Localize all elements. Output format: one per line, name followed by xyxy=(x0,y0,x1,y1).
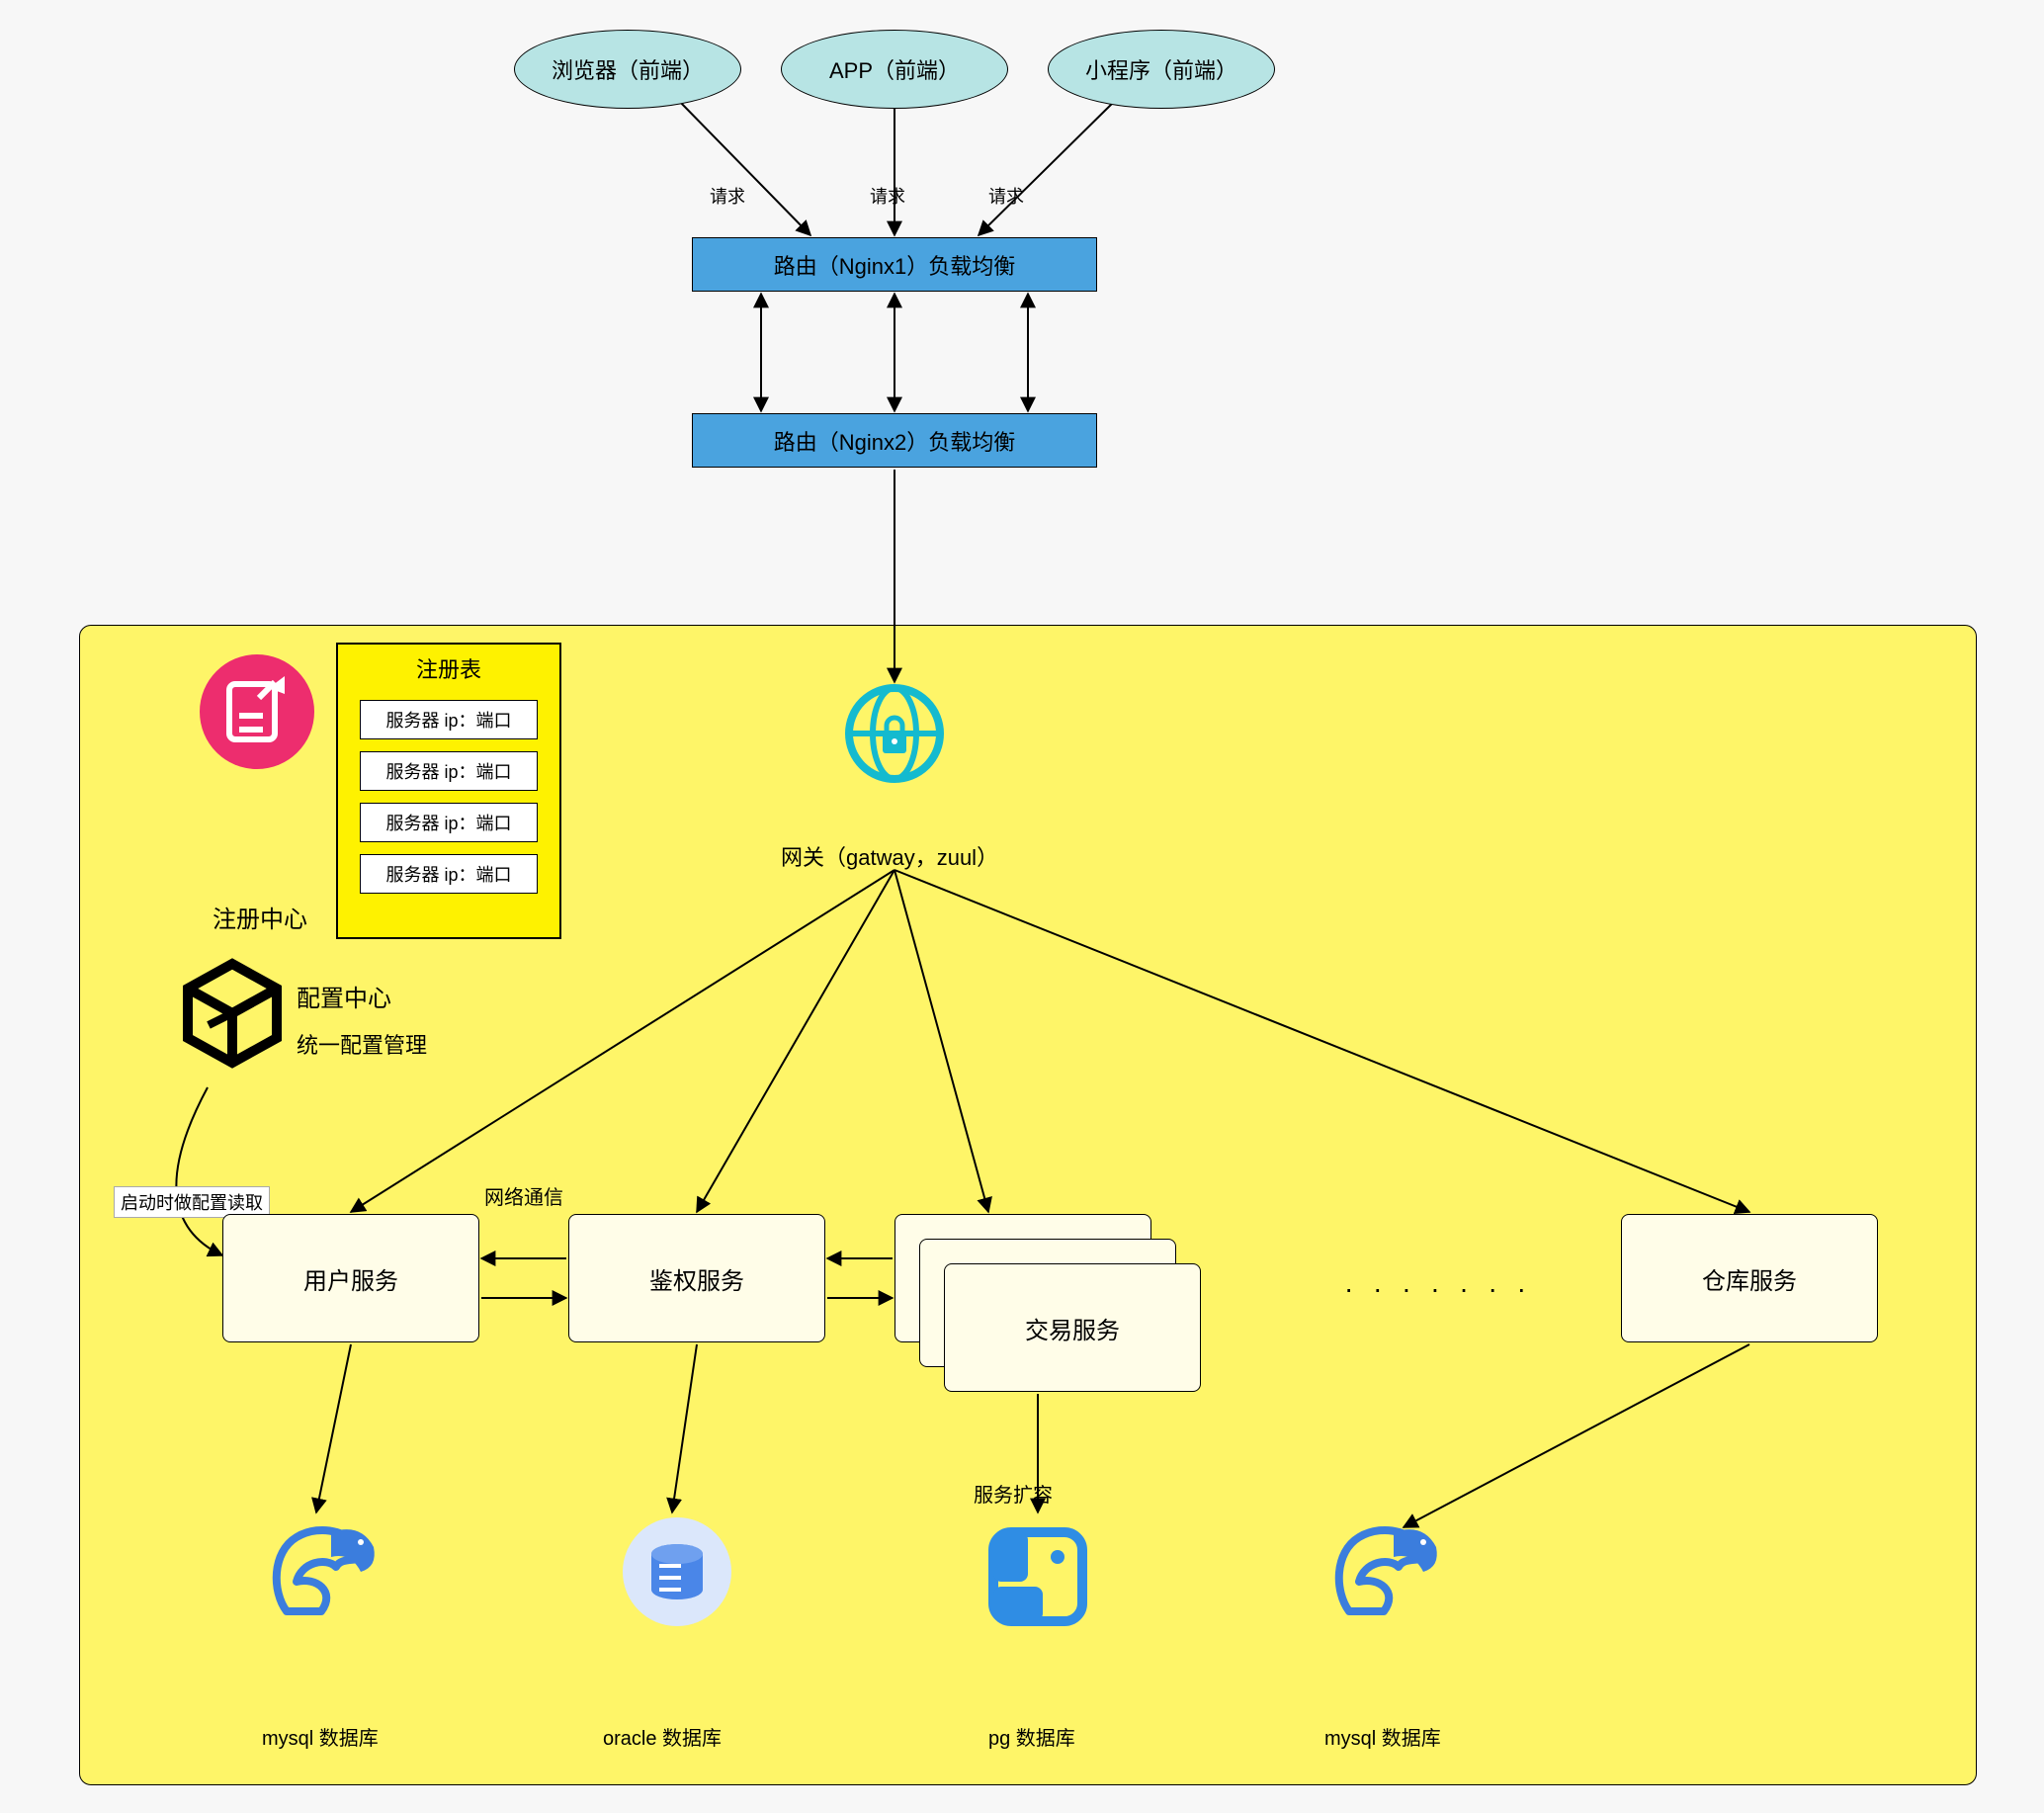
node-browser: 浏览器（前端） xyxy=(514,30,741,109)
db-mysql-1-icon xyxy=(267,1512,385,1631)
ellipsis: · · · · · · · xyxy=(1344,1273,1532,1305)
db-pg-icon xyxy=(979,1517,1097,1636)
registry-table: 注册表 服务器 ip：端口 服务器 ip：端口 服务器 ip：端口 服务器 ip… xyxy=(336,643,561,939)
db-oracle-icon xyxy=(618,1512,736,1631)
gateway-icon xyxy=(845,684,944,783)
label-request-2: 请求 xyxy=(870,183,905,209)
registry-center-label: 注册中心 xyxy=(213,900,307,934)
registry-center-icon xyxy=(198,652,316,771)
db-pg-label: pg 数据库 xyxy=(988,1722,1075,1751)
auth-service-label: 鉴权服务 xyxy=(649,1261,744,1296)
db-mysql-2-label: mysql 数据库 xyxy=(1324,1722,1441,1751)
scale-label: 服务扩容 xyxy=(974,1479,1053,1508)
net-comm-label: 网络通信 xyxy=(484,1181,563,1210)
registry-item-0: 服务器 ip：端口 xyxy=(360,700,538,739)
trade-service-label: 交易服务 xyxy=(1025,1311,1120,1345)
label-request-3: 请求 xyxy=(988,183,1024,209)
db-mysql-1-label: mysql 数据库 xyxy=(262,1722,379,1751)
node-app: APP（前端） xyxy=(781,30,1008,109)
warehouse-service-label: 仓库服务 xyxy=(1702,1261,1797,1296)
config-center-label: 配置中心 xyxy=(297,979,391,1013)
user-service: 用户服务 xyxy=(222,1214,479,1342)
node-miniprog: 小程序（前端） xyxy=(1048,30,1275,109)
registry-item-2: 服务器 ip：端口 xyxy=(360,803,538,842)
user-service-label: 用户服务 xyxy=(303,1261,398,1296)
node-browser-label: 浏览器（前端） xyxy=(552,53,704,85)
gateway-label: 网关（gatway，zuul） xyxy=(781,840,998,872)
registry-item-3: 服务器 ip：端口 xyxy=(360,854,538,894)
db-mysql-2-icon xyxy=(1329,1512,1448,1631)
trade-service: 交易服务 xyxy=(944,1263,1201,1392)
node-miniprog-label: 小程序（前端） xyxy=(1085,53,1237,85)
node-nginx1-label: 路由（Nginx1）负载均衡 xyxy=(774,249,1015,281)
auth-service: 鉴权服务 xyxy=(568,1214,825,1342)
label-request-1: 请求 xyxy=(710,183,745,209)
node-app-label: APP（前端） xyxy=(829,53,960,85)
warehouse-service: 仓库服务 xyxy=(1621,1214,1878,1342)
registry-title: 注册表 xyxy=(416,645,481,694)
node-nginx2: 路由（Nginx2）负载均衡 xyxy=(692,413,1097,468)
config-center-icon xyxy=(173,954,292,1073)
node-nginx2-label: 路由（Nginx2）负载均衡 xyxy=(774,425,1015,457)
registry-item-1: 服务器 ip：端口 xyxy=(360,751,538,791)
config-desc-label: 统一配置管理 xyxy=(297,1028,427,1060)
db-oracle-label: oracle 数据库 xyxy=(603,1722,722,1751)
node-nginx1: 路由（Nginx1）负载均衡 xyxy=(692,237,1097,292)
